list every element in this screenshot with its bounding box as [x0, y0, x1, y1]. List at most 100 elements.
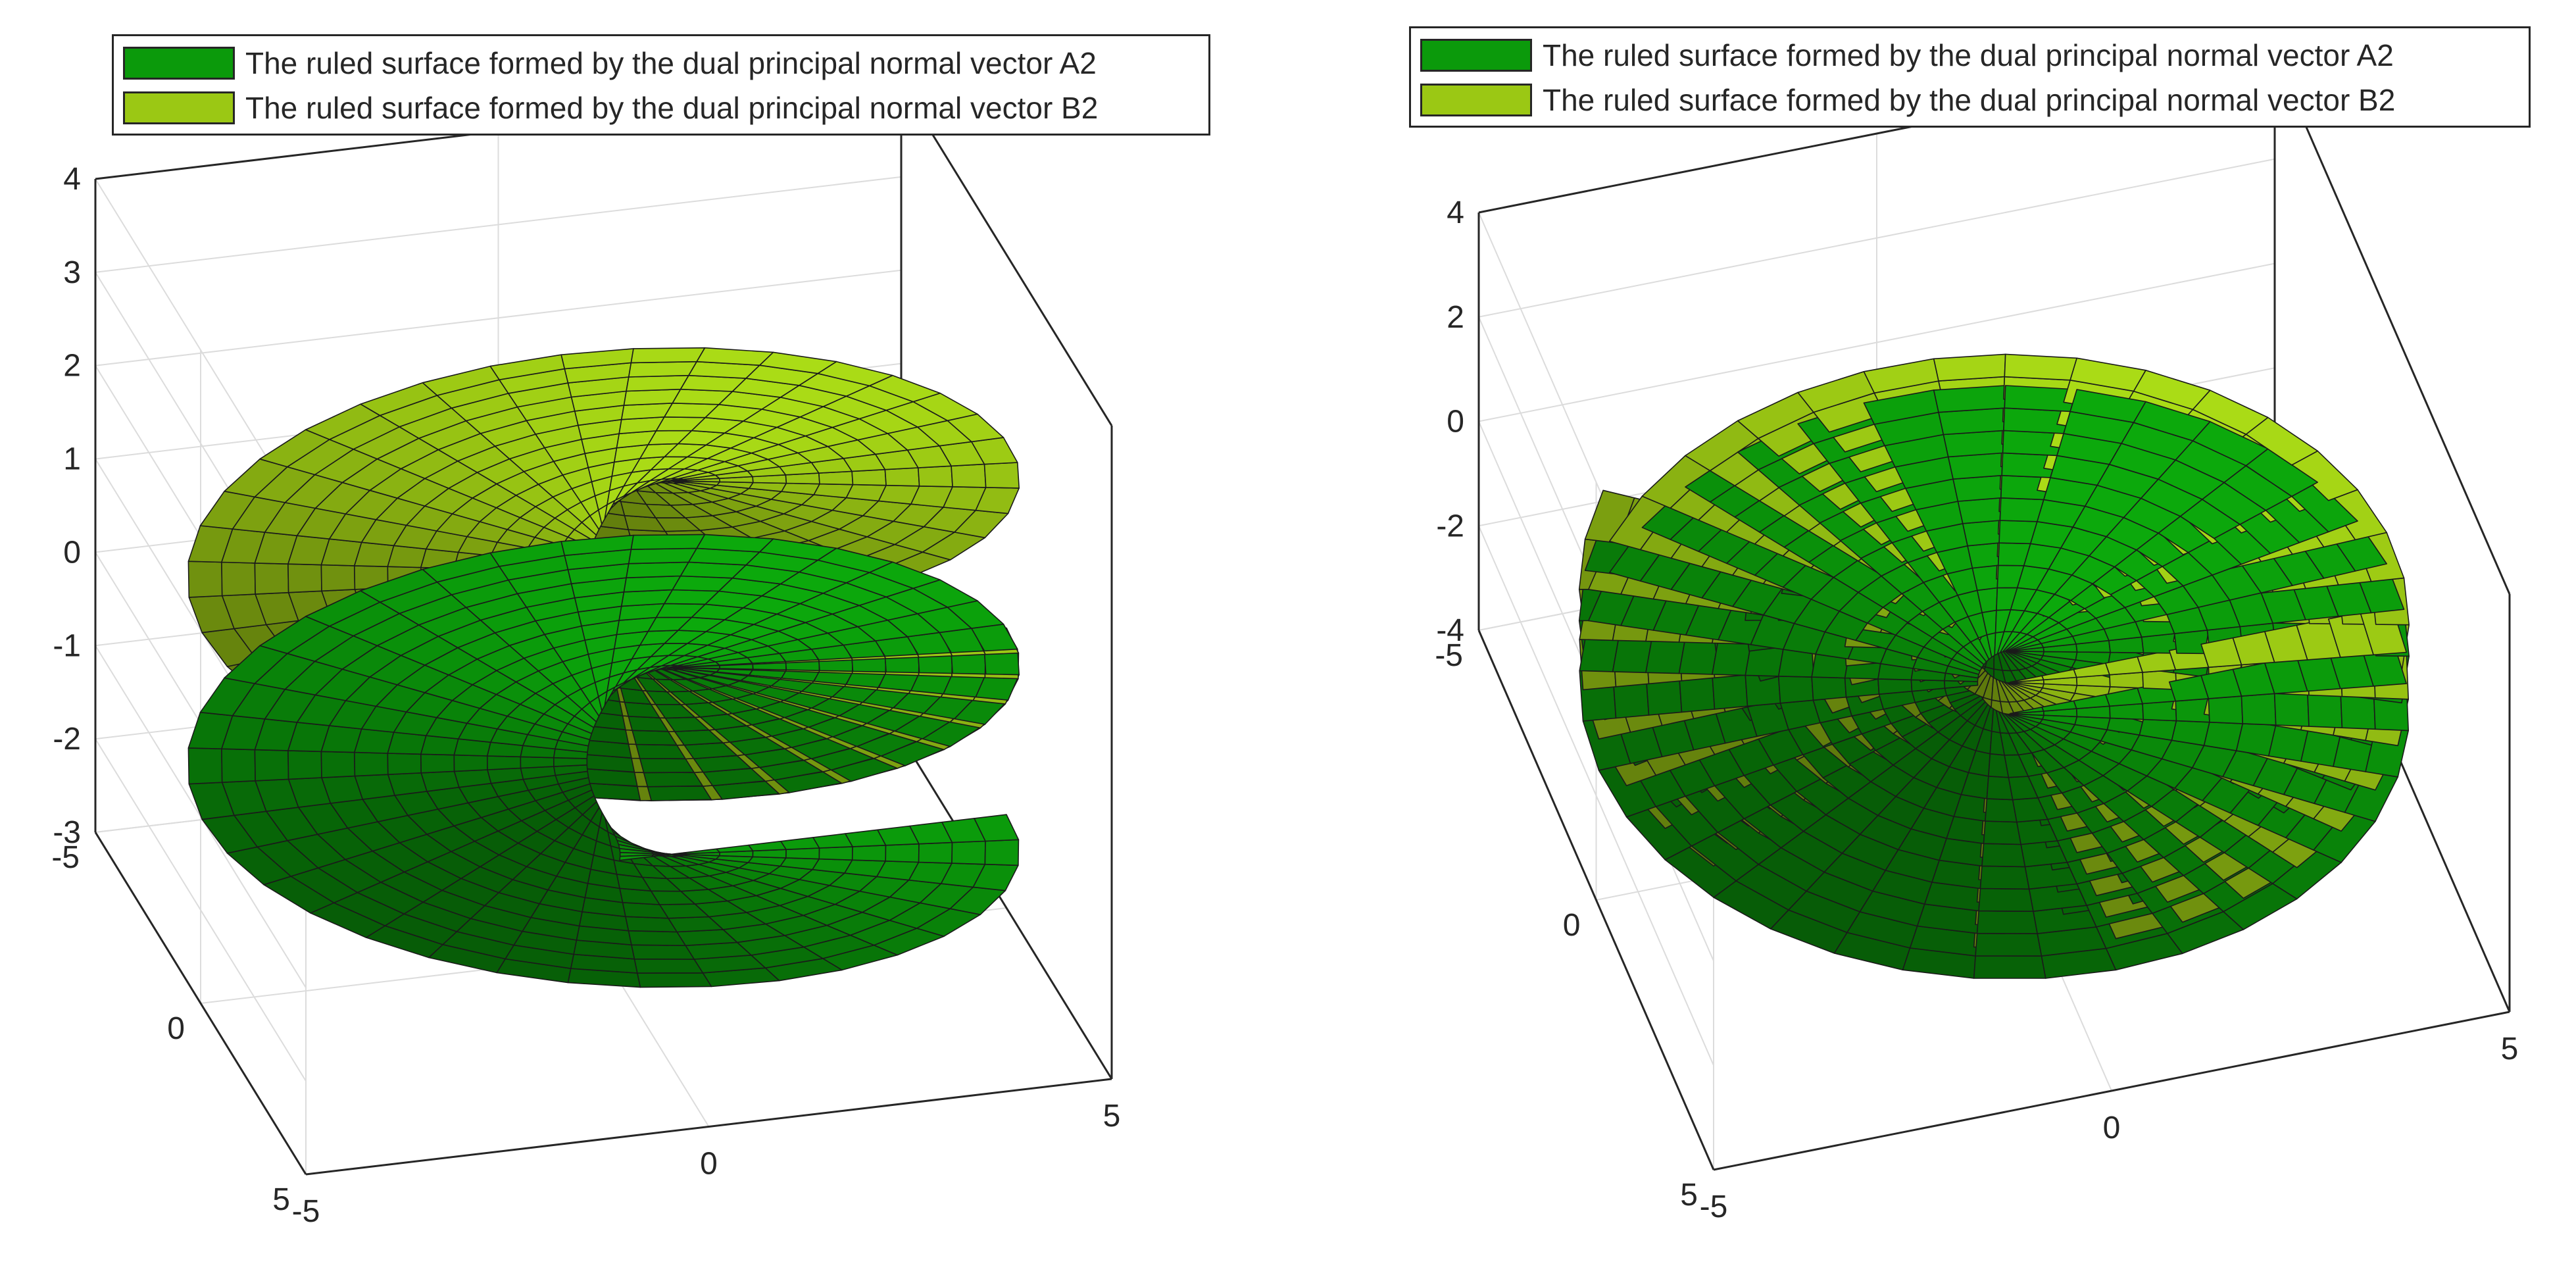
x-tick-label: 0: [700, 1147, 718, 1182]
surface-b2-patch: [2004, 353, 2077, 381]
surface-a2-patch: [1979, 865, 2030, 890]
axis-line: [94, 832, 307, 1175]
z-tick-label: 2: [63, 349, 81, 384]
surface-a2-patch: [1712, 674, 1748, 710]
legend-entry-b2[interactable]: The ruled surface formed by the dual pri…: [1411, 80, 2529, 120]
legend-entry-a2[interactable]: The ruled surface formed by the dual pri…: [1411, 35, 2529, 76]
surface-a2-patch: [520, 756, 555, 769]
y-tick-label: 5: [272, 1182, 290, 1217]
y-tick-label: 5: [1680, 1178, 1698, 1213]
surface-a2-patch: [420, 770, 460, 792]
x-tick-label: 5: [2501, 1032, 2519, 1066]
y-tick-label: -5: [1435, 638, 1463, 673]
surface-a2-patch: [221, 748, 256, 783]
surface-a2-patch: [716, 844, 754, 853]
z-tick-label: 3: [63, 255, 81, 290]
x-tick-label: 5: [1103, 1099, 1121, 1134]
surface-a2-patch: [918, 841, 953, 864]
legend-entry-a2[interactable]: The ruled surface formed by the dual pri…: [114, 43, 1208, 84]
legend-label-b2: The ruled surface formed by the dual pri…: [245, 91, 1099, 125]
z-tick-label: 4: [1447, 195, 1464, 230]
legend-label-b2: The ruled surface formed by the dual pri…: [1543, 83, 2396, 117]
surface-a2-patch: [320, 751, 356, 778]
surface-a2-patch: [626, 561, 689, 579]
surface-b2-patch: [630, 347, 706, 364]
surface-a2-patch: [387, 772, 428, 796]
surface-b2-patch: [2069, 357, 2146, 392]
surface-a2-patch: [1947, 452, 2004, 480]
surface-a2-patch: [628, 547, 697, 564]
surface-a2-patch: [2241, 693, 2277, 726]
legend-label-a2: The ruled surface formed by the dual pri…: [1543, 38, 2394, 72]
x-tick-label: -5: [1700, 1189, 1728, 1224]
surface-b2-patch: [628, 361, 697, 378]
surface-a2-patch: [851, 845, 887, 862]
surface-a2-patch: [1777, 676, 1814, 704]
surface-a2-patch: [453, 754, 488, 772]
z-tick-label: 1: [63, 442, 81, 477]
surface-a2-patch: [420, 753, 455, 774]
surface-a2-patch: [486, 755, 522, 770]
surface-a2-patch: [1983, 820, 2021, 845]
legend-entry-b2[interactable]: The ruled surface formed by the dual pri…: [114, 88, 1208, 128]
z-tick-label: -3: [53, 815, 81, 850]
surface-a2-patch: [974, 814, 1020, 842]
surface-a2-patch: [187, 747, 223, 785]
surface-a2-patch: [387, 732, 427, 755]
surface-b2-patch: [951, 463, 987, 488]
surface-a2-patch: [353, 728, 395, 754]
y-tick-label: -5: [51, 840, 80, 875]
surface-b2-patch: [320, 564, 356, 592]
surface-a2-patch: [696, 534, 774, 553]
surface-a2-patch: [637, 972, 712, 988]
right-legend: The ruled surface formed by the dual pri…: [1409, 26, 2531, 128]
axis-line: [305, 1078, 1112, 1176]
z-tick-label: 0: [63, 535, 81, 570]
z-tick-label: -1: [53, 628, 81, 663]
surface-a2-patch: [951, 840, 986, 865]
surface-a2-patch: [1985, 798, 2018, 823]
left-legend: The ruled surface formed by the dual pri…: [112, 34, 1210, 136]
z-tick-label: 0: [1447, 405, 1464, 439]
legend-label-a2: The ruled surface formed by the dual pri…: [245, 46, 1097, 80]
z-tick-label: -2: [1436, 509, 1464, 543]
surface-b2-patch: [187, 561, 223, 598]
surface-a2-patch: [683, 848, 720, 855]
legend-swatch-b2: [1420, 84, 1532, 116]
surface-a2-patch: [631, 944, 695, 960]
surface-a2-patch: [1967, 542, 2000, 569]
legend-swatch-a2: [123, 47, 235, 80]
surface-b2-patch: [1933, 353, 2006, 382]
z-tick-label: 4: [63, 162, 81, 197]
surface-a2-patch: [1981, 843, 2026, 868]
surface-a2-patch: [1957, 497, 2002, 524]
surface-b2-patch: [918, 465, 953, 488]
surface-a2-patch: [1976, 910, 2038, 934]
axis-line: [2273, 54, 2511, 595]
x-tick-label: -5: [292, 1194, 320, 1229]
surface-b2-patch: [626, 374, 689, 392]
surface-a2-patch: [818, 846, 853, 861]
surface-a2-patch: [633, 958, 704, 974]
surface-a2-patch: [630, 534, 706, 550]
surface-a2-patch: [287, 750, 322, 780]
z-tick-label: 2: [1447, 300, 1464, 335]
surface-a2-patch: [1877, 678, 1913, 695]
surface-a2-patch: [1943, 430, 2004, 458]
surface-a2-patch: [1962, 520, 2001, 547]
surfaces: [1578, 353, 2410, 979]
surface-a2-patch: [2273, 690, 2310, 727]
y-tick-label: 0: [1563, 908, 1581, 943]
surface-b2-patch: [696, 347, 774, 366]
y-tick-label: 0: [167, 1011, 185, 1046]
surface-a2-patch: [1712, 639, 1752, 676]
surface-b2-patch: [851, 468, 887, 486]
z-tick-label: -2: [53, 722, 81, 757]
z-tick-label: -4: [1436, 613, 1464, 648]
surface-a2-patch: [1975, 932, 2043, 957]
surface-b2-patch: [221, 561, 256, 597]
